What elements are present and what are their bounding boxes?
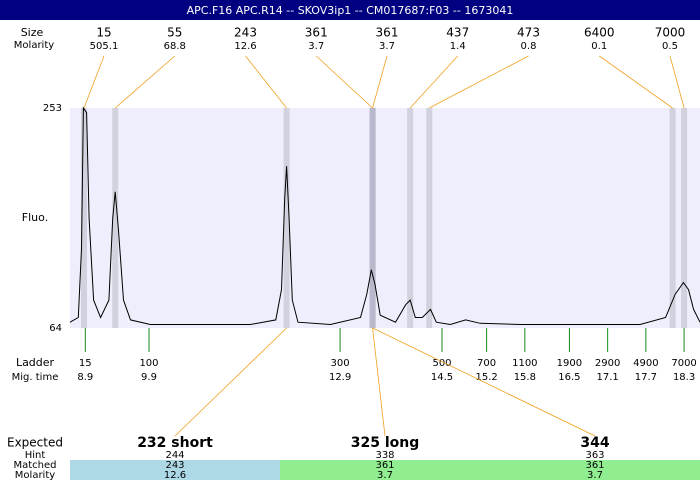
expected-label: Expected <box>7 436 63 450</box>
expected-hint: 244 <box>165 450 184 461</box>
expected-hint: 338 <box>375 450 394 461</box>
peak-connector <box>669 55 685 109</box>
peak-connector <box>409 55 459 109</box>
peak-size: 55 <box>167 26 182 40</box>
peak-molarity: 3.7 <box>308 41 324 52</box>
peak-molarity: 68.8 <box>164 41 186 52</box>
ladder-size: 300 <box>331 358 350 369</box>
plot-area <box>70 108 700 328</box>
peak-size: 361 <box>376 26 399 40</box>
hint-label: Hint <box>25 450 46 461</box>
peak-molarity: 505.1 <box>90 41 119 52</box>
expected-name: 325 long <box>351 435 420 451</box>
ladder-time: 16.5 <box>558 372 580 383</box>
peak-molarity: 3.7 <box>379 41 395 52</box>
expected-matched: 361 <box>585 460 604 471</box>
ladder-size: 4900 <box>633 358 658 369</box>
ladder-time: 15.2 <box>475 372 497 383</box>
peak-connector <box>114 55 176 109</box>
peak-size: 473 <box>517 26 540 40</box>
trace <box>69 106 700 326</box>
ladder-size: 700 <box>477 358 496 369</box>
matched-bg-2 <box>280 460 700 480</box>
ladder-size: 1900 <box>557 358 582 369</box>
molarity-row-label: Molarity <box>15 470 55 480</box>
ladder-size: 7000 <box>671 358 696 369</box>
ladder-size: 15 <box>79 358 92 369</box>
peak-band <box>369 108 376 328</box>
peak-molarity: 12.6 <box>234 41 256 52</box>
ladder-size: 2900 <box>595 358 620 369</box>
peak-connector <box>245 55 287 109</box>
peak-band <box>426 108 433 328</box>
peak-connector <box>372 55 388 109</box>
peak-molarity: 1.4 <box>450 41 466 52</box>
peak-band <box>112 108 119 328</box>
expected-connector <box>372 327 596 437</box>
ladder-size: 1100 <box>512 358 537 369</box>
y-axis-label: Fluo. <box>22 211 48 224</box>
expected-name: 344 <box>580 435 609 451</box>
expected-connector <box>372 327 386 437</box>
header-bar <box>0 0 700 20</box>
ladder-label: Ladder <box>16 356 55 369</box>
peak-size: 361 <box>305 26 328 40</box>
matched-label: Matched <box>13 460 56 471</box>
peak-molarity: 0.5 <box>662 41 678 52</box>
peak-connector <box>315 55 373 109</box>
matched-bg-1 <box>70 460 280 480</box>
ladder-time: 15.8 <box>514 372 536 383</box>
peak-band <box>669 108 676 328</box>
ladder-time: 8.9 <box>77 372 93 383</box>
ladder-size: 500 <box>432 358 451 369</box>
peak-size: 15 <box>96 26 111 40</box>
expected-hint: 363 <box>585 450 604 461</box>
ladder-time: 12.9 <box>329 372 351 383</box>
peak-connector <box>599 55 673 109</box>
peak-connector <box>429 55 529 109</box>
ladder-time: 9.9 <box>141 372 157 383</box>
peak-size: 7000 <box>655 26 686 40</box>
expected-molarity: 12.6 <box>164 470 186 480</box>
expected-molarity: 3.7 <box>587 470 603 480</box>
ladder-time: 18.3 <box>673 372 695 383</box>
peak-band <box>681 108 688 328</box>
ladder-time: 17.1 <box>597 372 619 383</box>
ladder-time: 17.7 <box>635 372 657 383</box>
mig-time-label: Mig. time <box>12 372 59 383</box>
peak-band <box>407 108 414 328</box>
header-title: APC.F16 APC.R14 -- SKOV3ip1 -- CM017687:… <box>187 4 514 17</box>
ladder-time: 14.5 <box>431 372 453 383</box>
peak-connector <box>83 55 105 109</box>
peak-size: 243 <box>234 26 257 40</box>
expected-matched: 243 <box>165 460 184 471</box>
peak-molarity: 0.8 <box>521 41 537 52</box>
expected-name: 232 short <box>137 435 213 451</box>
peak-size: 437 <box>446 26 469 40</box>
ladder-size: 100 <box>139 358 158 369</box>
peak-band <box>81 108 88 328</box>
expected-connector <box>174 327 287 437</box>
y-tick-label: 253 <box>43 103 62 114</box>
y-tick-label: 64 <box>49 323 62 334</box>
molarity-label: Molarity <box>14 40 54 51</box>
peak-molarity: 0.1 <box>591 41 607 52</box>
expected-matched: 361 <box>375 460 394 471</box>
size-label: Size <box>21 26 44 39</box>
peak-size: 6400 <box>584 26 615 40</box>
peak-band <box>283 108 290 328</box>
expected-molarity: 3.7 <box>377 470 393 480</box>
